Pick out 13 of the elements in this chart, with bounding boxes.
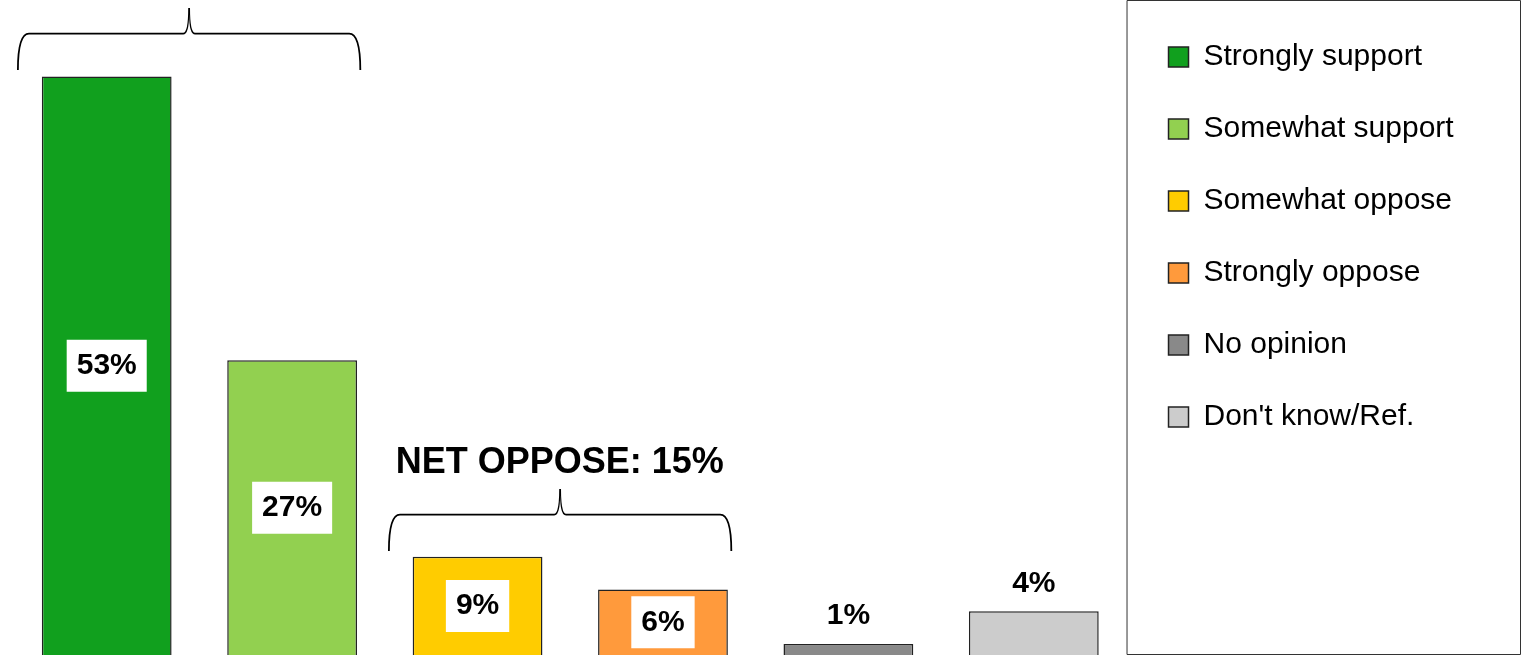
legend-label: Strongly support: [1203, 38, 1481, 72]
data-label: 9%: [455, 587, 500, 621]
data-label: 1%: [826, 597, 871, 631]
data-label: 27%: [262, 488, 323, 522]
annotation: NET OPPOSE: 15%: [395, 439, 724, 481]
data-label: 4%: [1012, 564, 1056, 598]
legend-label: Somewhat oppose: [1203, 182, 1511, 216]
legend-label: Somewhat support: [1203, 110, 1512, 144]
legend-label: No opinion: [1203, 326, 1406, 360]
legend-label: Strongly oppose: [1203, 254, 1479, 288]
legend-label: Don't know/Ref.: [1203, 398, 1473, 432]
data-label: 53%: [76, 346, 137, 380]
data-label: 6%: [641, 603, 685, 637]
